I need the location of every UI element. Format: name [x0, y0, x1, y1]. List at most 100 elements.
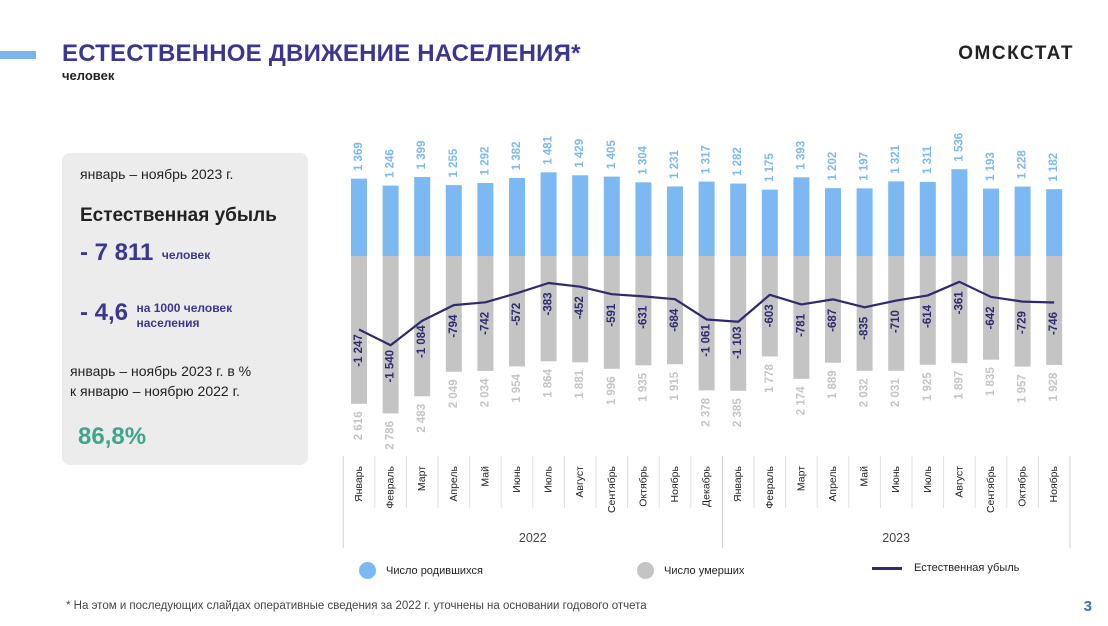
bar-births [951, 169, 968, 256]
axis-month-label: Май [859, 466, 871, 487]
label-births: 1 231 [669, 149, 681, 178]
label-births: 1 481 [543, 135, 555, 164]
label-natural-decrease: -591 [606, 303, 618, 327]
label-births: 1 193 [985, 152, 997, 181]
label-deaths: 2 378 [701, 397, 713, 426]
bar-deaths [825, 256, 841, 363]
label-natural-decrease: -687 [827, 309, 839, 332]
page-title: ЕСТЕСТВЕННОЕ ДВИЖЕНИЕ НАСЕЛЕНИЯ* [62, 40, 581, 67]
label-deaths: 1 881 [574, 369, 586, 398]
axis-month-label: Октябрь [1017, 465, 1029, 506]
axis-month-label: Декабрь [701, 465, 713, 506]
bar-births [983, 188, 999, 256]
axis-month-label: Июнь [511, 465, 523, 492]
axis-month-label: Март [795, 466, 807, 491]
bar-births [825, 188, 841, 256]
label-natural-decrease: -614 [922, 304, 934, 328]
axis-month-label: Ноябрь [669, 465, 681, 502]
title-accent-bar [0, 51, 36, 59]
label-births: 1 304 [637, 145, 649, 174]
label-births: 1 536 [953, 133, 965, 162]
label-natural-decrease: -452 [574, 296, 586, 319]
bar-deaths [888, 256, 905, 371]
bar-births [761, 189, 778, 256]
label-births: 1 255 [448, 148, 460, 177]
bar-births [382, 185, 399, 256]
axis-month-label: Январь [732, 465, 744, 502]
label-natural-decrease: -1 061 [701, 324, 713, 357]
bar-deaths [540, 256, 557, 362]
axis-month-label: Август [953, 466, 965, 498]
axis-year-label: 2023 [882, 531, 910, 545]
bar-births [540, 172, 557, 256]
label-deaths: 1 778 [764, 363, 776, 392]
label-deaths: 2 034 [479, 378, 491, 407]
label-births: 1 292 [479, 147, 491, 176]
legend-natural-marker [872, 566, 902, 570]
label-deaths: 1 864 [543, 368, 555, 397]
label-births: 1 197 [859, 152, 871, 181]
label-deaths: 1 915 [669, 371, 681, 400]
label-deaths: 2 385 [732, 398, 744, 427]
label-deaths: 2 049 [448, 379, 460, 408]
label-births: 1 369 [353, 142, 365, 171]
label-natural-decrease: -631 [637, 305, 649, 329]
summary-percent: 86,8% [78, 423, 147, 450]
summary-heading: Естественная убыль [80, 205, 277, 226]
bar-deaths [793, 256, 810, 379]
label-natural-decrease: -729 [1017, 311, 1029, 334]
label-births: 1 317 [701, 145, 713, 174]
label-births: 1 405 [606, 140, 618, 169]
label-deaths: 2 786 [385, 421, 397, 450]
label-natural-decrease: -361 [953, 291, 965, 315]
axis-month-label: Апрель [827, 465, 839, 501]
legend-natural: Естественная убыль [872, 562, 1019, 574]
bar-births [919, 181, 936, 256]
label-natural-decrease: -746 [1048, 312, 1060, 335]
bar-births [351, 178, 367, 256]
axis-month-label: Август [574, 466, 586, 498]
label-deaths: 2 174 [795, 386, 807, 415]
label-natural-decrease: -572 [511, 303, 523, 326]
bar-deaths [603, 256, 620, 369]
bar-deaths [698, 256, 715, 391]
label-natural-decrease: -835 [859, 316, 871, 340]
axis-month-label: Февраль [385, 465, 397, 508]
bar-deaths [635, 256, 652, 366]
label-births: 1 321 [890, 144, 902, 173]
rate-unit: на 1000 человек населения [136, 300, 233, 330]
bar-deaths [1046, 256, 1063, 365]
bar-deaths [477, 256, 494, 371]
label-births: 1 246 [385, 149, 397, 178]
axis-month-label: Сентябрь [985, 465, 997, 513]
label-deaths: 2 616 [353, 411, 365, 440]
label-natural-decrease: -642 [985, 306, 997, 329]
label-deaths: 1 928 [1048, 372, 1060, 401]
label-natural-decrease: -710 [890, 310, 902, 333]
bar-births [793, 177, 810, 256]
label-births: 1 311 [922, 145, 934, 174]
label-natural-decrease: -1 247 [353, 334, 365, 367]
axis-month-label: Июнь [890, 465, 902, 492]
bar-births [730, 183, 747, 256]
label-births: 1 182 [1048, 153, 1060, 182]
axis-month-label: Октябрь [637, 465, 649, 506]
label-births: 1 175 [764, 153, 776, 182]
label-natural-decrease: -1 540 [385, 350, 397, 383]
label-births: 1 393 [795, 141, 807, 170]
bar-births [603, 176, 620, 256]
bar-deaths [445, 256, 462, 372]
axis-month-label: Февраль [764, 465, 776, 508]
bar-deaths [919, 256, 936, 365]
total-value: - 7 811 [80, 239, 154, 266]
rate-value: - 4,6 [80, 299, 129, 326]
axis-month-label: Июль [922, 465, 934, 492]
summary-panel: январь – ноябрь 2023 г. Естественная убы… [62, 153, 308, 465]
label-births: 1 282 [732, 147, 744, 176]
legend-births: Число родившихся [359, 562, 483, 579]
bar-births [445, 185, 462, 256]
bar-deaths [1014, 256, 1031, 367]
legend-deaths-marker [637, 562, 654, 579]
axis-month-label: Ноябрь [1048, 465, 1060, 502]
